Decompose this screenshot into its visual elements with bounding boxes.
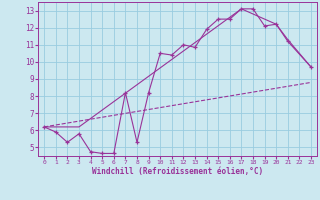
X-axis label: Windchill (Refroidissement éolien,°C): Windchill (Refroidissement éolien,°C)	[92, 167, 263, 176]
